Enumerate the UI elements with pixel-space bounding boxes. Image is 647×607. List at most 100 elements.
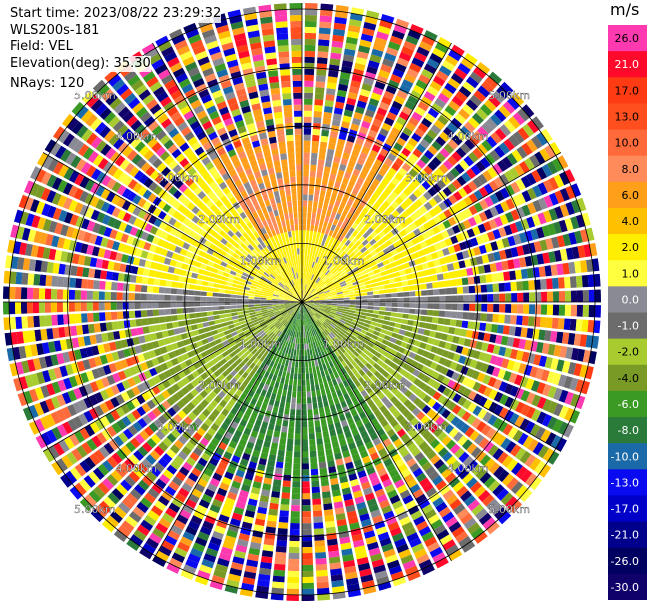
velocity-gate xyxy=(311,486,320,494)
velocity-gate xyxy=(15,316,23,329)
velocity-gate xyxy=(94,269,102,279)
velocity-gate xyxy=(219,230,227,238)
velocity-gate xyxy=(178,275,185,283)
velocity-gate xyxy=(291,273,295,280)
velocity-gate xyxy=(319,281,325,286)
velocity-gate xyxy=(368,129,378,139)
velocity-gate xyxy=(316,288,323,293)
velocity-gate xyxy=(313,295,320,299)
velocity-gate xyxy=(427,228,436,237)
velocity-gate xyxy=(439,240,448,249)
velocity-gate xyxy=(433,289,440,296)
velocity-gate xyxy=(384,284,391,289)
velocity-gate xyxy=(248,128,258,137)
velocity-gate xyxy=(295,230,299,237)
velocity-gate xyxy=(300,290,302,297)
velocity-gate xyxy=(294,272,297,279)
velocity-gate xyxy=(377,281,384,286)
velocity-gate xyxy=(270,142,278,150)
velocity-gate xyxy=(266,205,273,213)
velocity-gate xyxy=(45,315,52,327)
velocity-gate xyxy=(280,153,287,160)
velocity-gate xyxy=(222,186,231,195)
velocity-gate xyxy=(248,36,261,45)
velocity-gate xyxy=(327,460,336,468)
velocity-gate xyxy=(295,337,298,344)
velocity-gate xyxy=(315,365,320,373)
velocity-gate xyxy=(348,288,355,293)
velocity-gate xyxy=(200,214,209,222)
velocity-gate xyxy=(326,82,337,90)
velocity-gate xyxy=(350,123,360,132)
velocity-gate xyxy=(380,255,388,262)
velocity-gate xyxy=(354,269,361,275)
velocity-gate xyxy=(450,253,458,262)
velocity-gate xyxy=(403,291,410,297)
velocity-gate xyxy=(306,385,311,392)
velocity-gate xyxy=(462,81,476,93)
velocity-gate xyxy=(308,427,315,434)
velocity-gate xyxy=(238,227,246,235)
velocity-gate xyxy=(306,295,312,299)
velocity-gate xyxy=(487,231,496,241)
velocity-gate xyxy=(317,401,324,409)
velocity-gate xyxy=(562,262,570,275)
velocity-gate xyxy=(289,164,296,171)
velocity-gate xyxy=(373,294,380,299)
velocity-gate xyxy=(576,290,584,302)
velocity-gate xyxy=(230,302,237,305)
velocity-gate xyxy=(335,247,341,254)
velocity-gate xyxy=(103,111,116,124)
velocity-gate xyxy=(260,241,267,249)
velocity-gate xyxy=(294,128,302,135)
velocity-gate xyxy=(172,67,186,78)
velocity-gate xyxy=(349,294,356,297)
velocity-gate xyxy=(299,272,301,279)
velocity-gate xyxy=(362,193,371,202)
velocity-gate xyxy=(568,261,576,274)
velocity-gate xyxy=(323,260,329,267)
velocity-gate xyxy=(505,293,512,302)
velocity-gate xyxy=(378,182,387,191)
velocity-gate xyxy=(348,227,355,235)
velocity-gate xyxy=(519,161,530,174)
velocity-gate xyxy=(498,249,507,260)
velocity-gate xyxy=(219,152,229,162)
velocity-gate xyxy=(167,144,178,154)
velocity-gate xyxy=(395,18,410,29)
velocity-gate xyxy=(312,274,316,281)
velocity-gate xyxy=(316,569,328,577)
velocity-gate xyxy=(325,299,332,301)
velocity-gate xyxy=(134,124,146,136)
velocity-gate xyxy=(317,290,324,294)
velocity-gate xyxy=(244,73,255,82)
velocity-gate xyxy=(290,280,294,287)
velocity-gate xyxy=(393,254,401,261)
velocity-gate xyxy=(142,71,156,83)
velocity-gate xyxy=(139,111,152,123)
velocity-gate xyxy=(242,232,250,240)
velocity-gate xyxy=(320,214,326,222)
velocity-gate xyxy=(344,256,351,262)
velocity-gate xyxy=(299,290,302,297)
velocity-gate xyxy=(345,166,354,174)
velocity-gate xyxy=(386,268,393,275)
velocity-gate xyxy=(458,187,468,198)
velocity-gate xyxy=(404,142,415,152)
velocity-gate xyxy=(291,230,296,237)
velocity-gate xyxy=(303,290,306,297)
velocity-gate xyxy=(470,257,478,266)
velocity-gate xyxy=(407,29,422,40)
velocity-gate xyxy=(200,302,207,307)
velocity-gate xyxy=(287,432,294,440)
velocity-gate xyxy=(233,114,243,123)
velocity-gate xyxy=(260,169,268,177)
velocity-gate xyxy=(352,266,359,273)
velocity-gate xyxy=(383,218,391,226)
velocity-gate xyxy=(311,255,315,262)
velocity-gate xyxy=(274,400,280,407)
velocity-gate xyxy=(357,243,365,250)
velocity-gate xyxy=(229,196,237,205)
velocity-gate xyxy=(278,57,290,64)
